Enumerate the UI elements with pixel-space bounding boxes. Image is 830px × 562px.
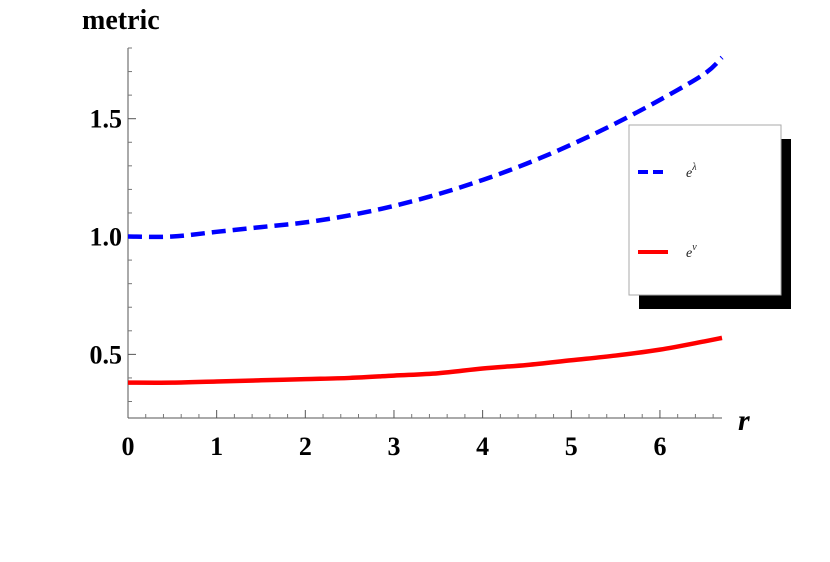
series-line-1	[127, 335, 723, 385]
x-tick-label: 5	[565, 432, 578, 461]
legend-label-superscript: λ	[691, 162, 697, 173]
axis-ticks: 0 1 2 3 4 5 6 0.5 1.0 1.5	[90, 47, 714, 461]
legend-label-base: e	[686, 166, 692, 181]
x-tick-label: 0	[122, 432, 135, 461]
series-layer	[127, 55, 724, 385]
y-tick-label: 0.5	[90, 340, 123, 369]
x-tick-label: 3	[387, 432, 400, 461]
legend-box	[628, 124, 782, 296]
y-axis-title: metric	[82, 5, 160, 36]
x-tick-label: 6	[653, 432, 666, 461]
y-tick-label: 1.5	[90, 105, 123, 134]
x-tick-label: 1	[210, 432, 223, 461]
legend-label-superscript: ν	[692, 242, 697, 253]
x-tick-label: 2	[299, 432, 312, 461]
y-tick-label: 1.0	[90, 223, 123, 252]
legend-label-1: eν	[686, 242, 697, 261]
legend-label-0: eλ	[686, 162, 697, 181]
x-tick-label: 4	[476, 432, 489, 461]
x-axis-title: r	[738, 404, 750, 437]
legend-label-base: e	[686, 246, 692, 261]
